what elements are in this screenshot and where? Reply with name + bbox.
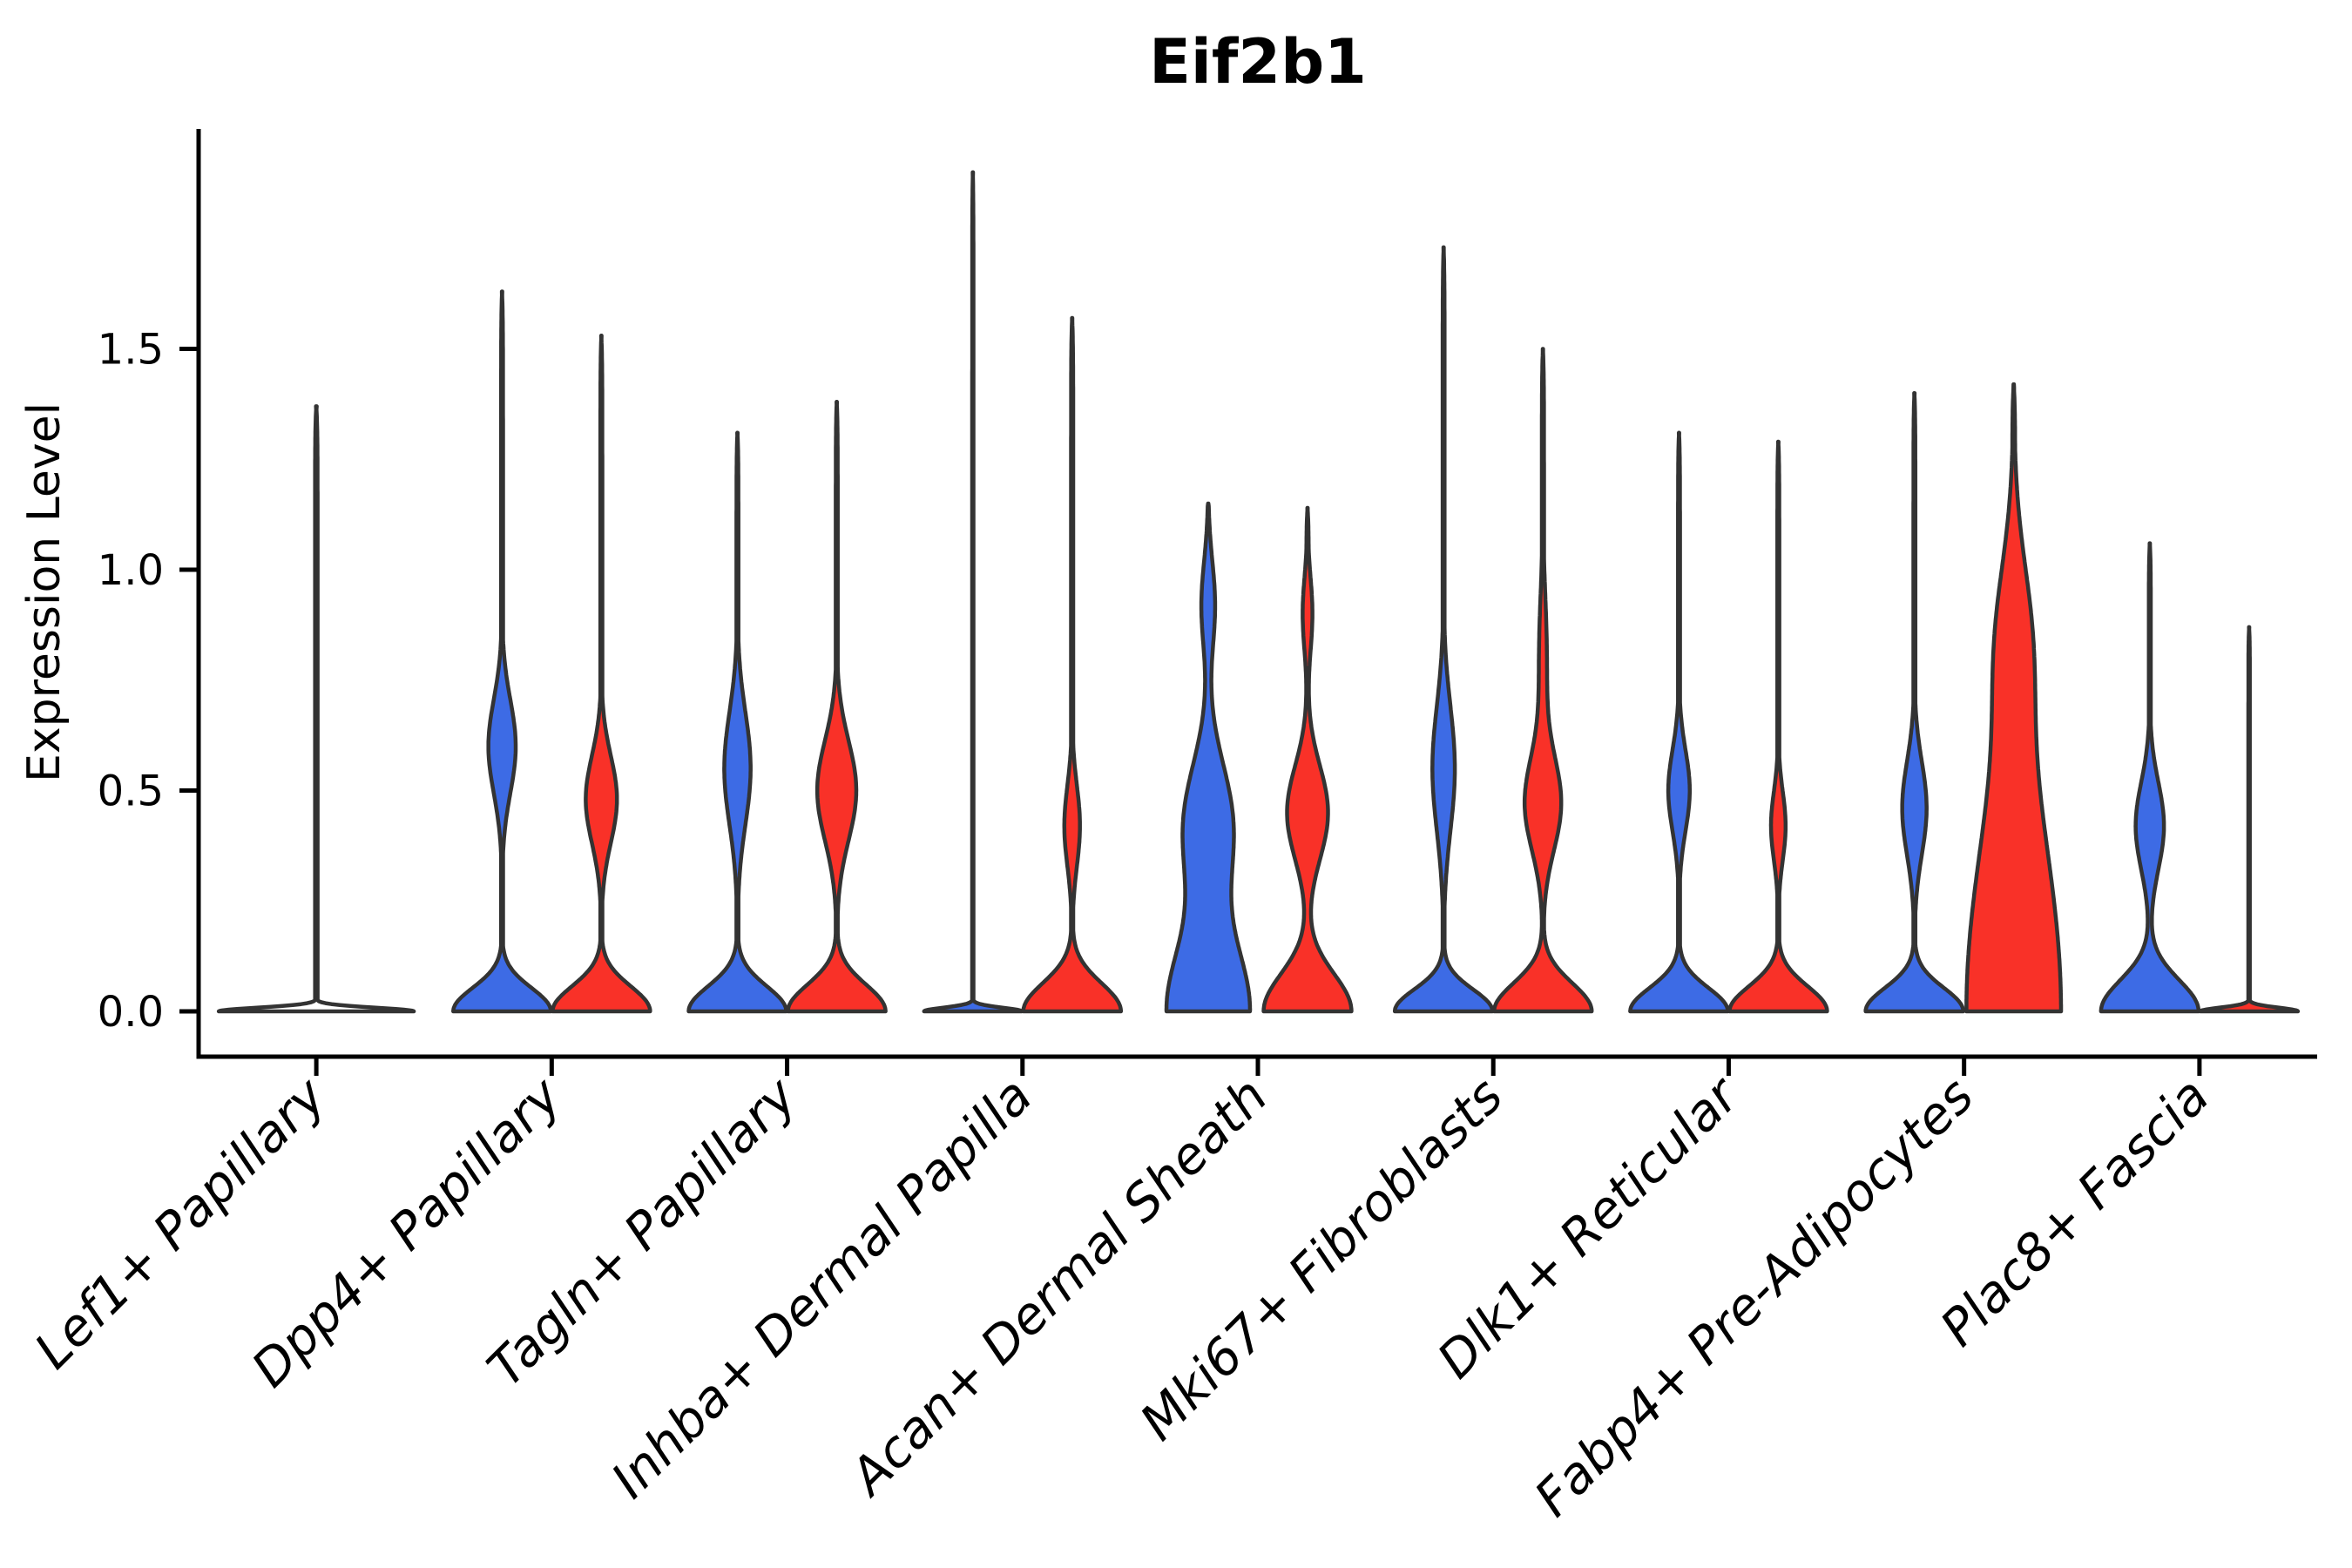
- violin-red-mki67: [1491, 347, 1594, 1014]
- violin-red-fabp4: [1964, 382, 2064, 1014]
- y-tick-labels: 0.0 0.5 1.0 1.5: [98, 326, 164, 1037]
- x-tick-label-fabp4: Fabp4+ Pre-Adipocytes: [1523, 1066, 1984, 1528]
- violin-red-plac8: [2198, 625, 2301, 1014]
- violin-red-acan: [1261, 505, 1354, 1014]
- axes: [179, 129, 2317, 1076]
- x-tick-label-acan: Acan+ Dermal Sheath: [836, 1066, 1279, 1509]
- violin-blue-dlk1: [1628, 430, 1730, 1014]
- violin-blue-mki67: [1392, 245, 1495, 1014]
- violin-blue-inhba: [922, 170, 1024, 1014]
- violins-layer: [216, 170, 2301, 1014]
- y-tick-label: 0.0: [98, 988, 164, 1037]
- violin-blue-dpp4: [451, 289, 553, 1014]
- y-tick-label: 1.0: [98, 546, 164, 595]
- violin-blue-plac8: [2099, 541, 2201, 1014]
- violin-red-tagln: [786, 400, 888, 1014]
- y-tick-label: 0.5: [98, 767, 164, 816]
- chart-title: Eif2b1: [1149, 26, 1367, 98]
- violin-single-lef1: [216, 404, 416, 1014]
- violin-red-dlk1: [1727, 439, 1829, 1014]
- axis-spines: [196, 129, 2317, 1059]
- violin-red-inhba: [1021, 315, 1124, 1014]
- violin-blue-tagln: [686, 430, 788, 1014]
- violin-blue-fabp4: [1863, 390, 1965, 1014]
- x-tick-label-inhba: Inhba+ Dermal Papilla: [600, 1066, 1044, 1510]
- y-axis-label: Expression Level: [18, 402, 71, 782]
- violin-red-dpp4: [551, 334, 652, 1014]
- y-tick-label: 1.5: [98, 326, 164, 375]
- violin-blue-acan: [1164, 501, 1253, 1014]
